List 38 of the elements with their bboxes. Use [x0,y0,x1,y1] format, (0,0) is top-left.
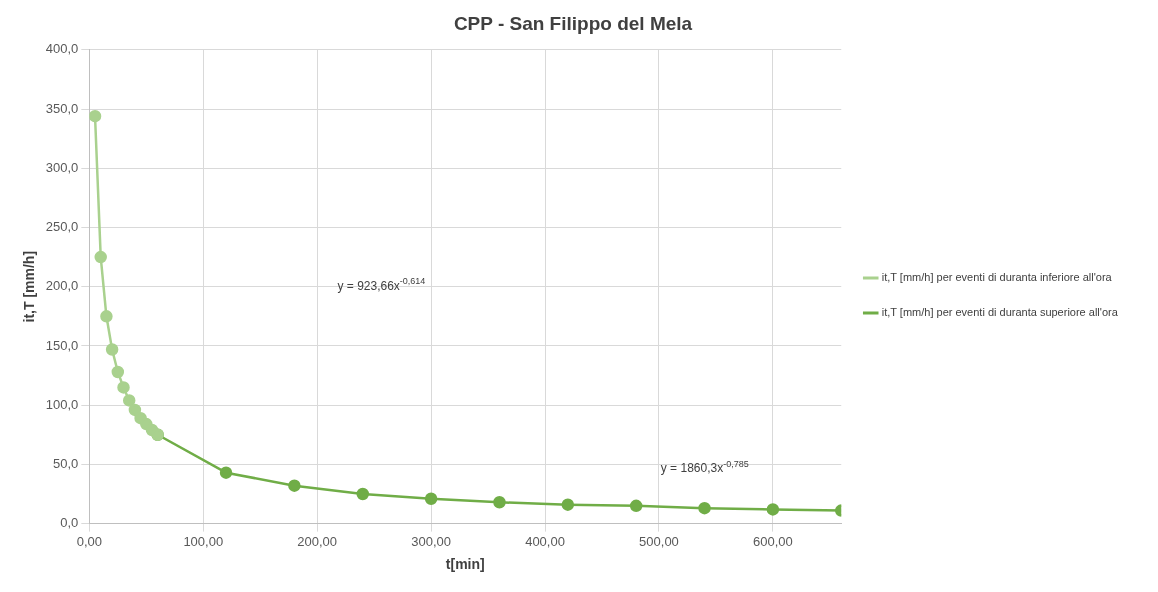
x-axis-title: t[min] [445,556,485,573]
y-tick-label: 400,0 [45,41,79,57]
point [356,487,369,501]
chart-title: CPP - San Filippo del Mela [453,12,693,34]
y-tick-label: 300,0 [45,159,79,175]
x-tick-label: 0,00 [76,533,102,549]
y-axis-title: it,T [mm/h] [21,250,38,323]
y-tick-label: 50,0 [53,455,79,471]
point [493,496,506,509]
point [111,365,125,379]
y-tick-label: 100,0 [45,396,79,412]
point [561,498,575,511]
point [89,109,102,123]
y-tick-label: 250,0 [45,219,79,235]
point [288,479,301,492]
point [105,343,119,356]
legend-label: it,T [mm/h] per eventi di duranta inferiore all'ora [881,271,1113,284]
y-tick-label: 350,0 [45,100,79,116]
x-tick-label: 500,00 [639,533,679,549]
y-tick-label: 200,0 [45,278,79,294]
x-tick-label: 300,00 [411,533,451,549]
point [766,503,780,516]
point [424,492,438,505]
point [698,501,711,515]
y-tick-label: 150,0 [45,337,79,353]
x-tick-label: 100,00 [183,533,224,549]
point [100,310,113,323]
point [219,466,233,479]
x-tick-label: 600,00 [753,533,793,549]
point [122,394,136,407]
point [117,381,130,394]
x-tick-label: 400,00 [525,533,565,549]
y-tick-label: 0,0 [60,515,79,531]
point [629,499,643,513]
legend-label: it,T [mm/h] per eventi di duranta superiore all'ora [881,306,1119,319]
point [94,250,107,264]
x-tick-label: 200,00 [297,533,338,549]
point [128,403,142,417]
